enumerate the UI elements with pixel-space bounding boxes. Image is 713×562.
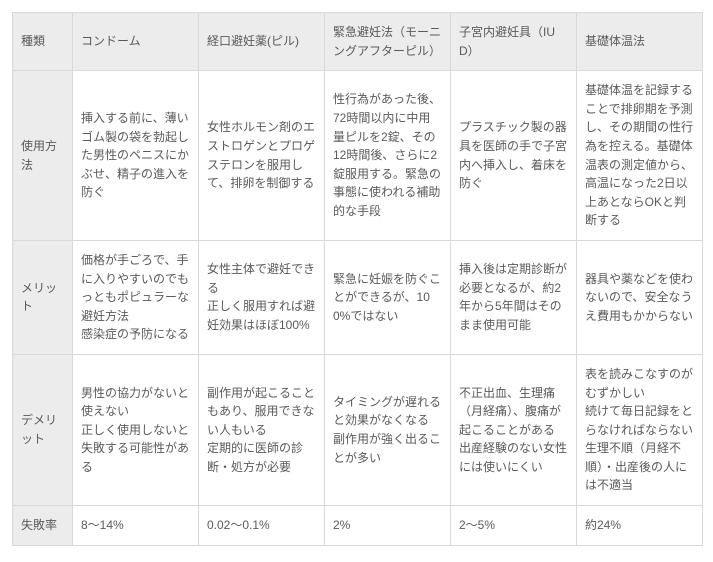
row-header-failure-rate: 失敗率 [13,506,73,546]
cell-merit-condom: 価格が手ごろで、手に入りやすいのでもっともポピュラーな避妊方法感染症の予防になる [73,240,199,354]
cell-failure-iud: 2～5% [451,506,577,546]
cell-merit-pill: 女性主体で避妊できる正しく服用すれば避妊効果はほぼ100% [199,240,325,354]
cell-demerit-bbt: 表を読みこなすのがむずかしい続けて毎日記録をとらなければならない生理不順（月経不… [577,354,703,505]
cell-demerit-pill: 副作用が起こることもあり、服用できない人もいる定期的に医師の診断・処方が必要 [199,354,325,505]
cell-demerit-morning-after: タイミングが遅れると効果がなくなる副作用が強く出ることが多い [325,354,451,505]
cell-usage-pill: 女性ホルモン剤のエストロゲンとプロゲステロンを服用して、排卵を制御する [199,71,325,241]
row-header-merit: メリット [13,240,73,354]
col-header-bbt: 基礎体温法 [577,13,703,71]
cell-demerit-condom: 男性の協力がないと使えない正しく使用しないと失敗する可能性がある [73,354,199,505]
cell-merit-morning-after: 緊急に妊娠を防ぐことができるが、100%ではない [325,240,451,354]
col-header-morning-after: 緊急避妊法（モーニングアフターピル） [325,13,451,71]
cell-usage-condom: 挿入する前に、薄いゴム製の袋を勃起した男性のペニスにかぶせ、精子の進入を防ぐ [73,71,199,241]
cell-failure-pill: 0.02～0.1% [199,506,325,546]
cell-merit-iud: 挿入後は定期診断が必要となるが、約2年から5年間はそのまま使用可能 [451,240,577,354]
col-header-iud: 子宮内避妊具（IUD） [451,13,577,71]
cell-failure-morning-after: 2% [325,506,451,546]
row-header-usage: 使用方法 [13,71,73,241]
contraception-comparison-table: 種類 コンドーム 経口避妊薬(ピル) 緊急避妊法（モーニングアフターピル） 子宮… [12,12,703,546]
table-row: デメリット 男性の協力がないと使えない正しく使用しないと失敗する可能性がある 副… [13,354,703,505]
col-header-pill: 経口避妊薬(ピル) [199,13,325,71]
row-header-demerit: デメリット [13,354,73,505]
cell-merit-bbt: 器具や薬などを使わないので、安全なうえ費用もかからない [577,240,703,354]
table-row: メリット 価格が手ごろで、手に入りやすいのでもっともポピュラーな避妊方法感染症の… [13,240,703,354]
cell-usage-bbt: 基礎体温を記録することで排卵期を予測し、その期間の性行為を控える。基礎体温表の測… [577,71,703,241]
cell-failure-condom: 8～14% [73,506,199,546]
cell-usage-morning-after: 性行為があった後、72時間以内に中用量ピルを2錠、その12時間後、さらに2錠服用… [325,71,451,241]
table-row: 失敗率 8～14% 0.02～0.1% 2% 2～5% 約24% [13,506,703,546]
table-header-row: 種類 コンドーム 経口避妊薬(ピル) 緊急避妊法（モーニングアフターピル） 子宮… [13,13,703,71]
col-header-condom: コンドーム [73,13,199,71]
col-header-type: 種類 [13,13,73,71]
cell-usage-iud: プラスチック製の器具を医師の手で子宮内へ挿入し、着床を防ぐ [451,71,577,241]
cell-demerit-iud: 不正出血、生理痛（月経痛）、腹痛が起こることがある出産経験のない女性には使いにく… [451,354,577,505]
cell-failure-bbt: 約24% [577,506,703,546]
table-row: 使用方法 挿入する前に、薄いゴム製の袋を勃起した男性のペニスにかぶせ、精子の進入… [13,71,703,241]
